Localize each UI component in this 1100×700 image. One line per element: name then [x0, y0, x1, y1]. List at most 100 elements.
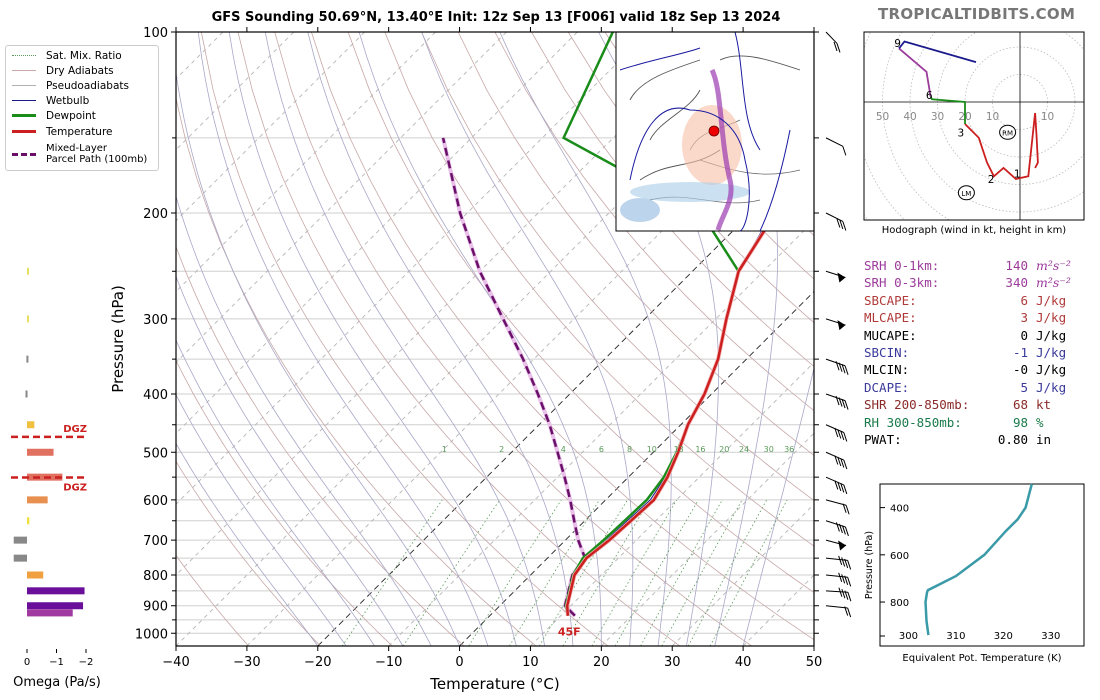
- temperature-line: [565, 149, 814, 616]
- dry-adiabat-line: [237, 32, 681, 646]
- mixing-ratio-line: [509, 499, 600, 646]
- dry-adiabat-line: [347, 32, 814, 594]
- stat-value: 0: [1020, 327, 1028, 343]
- dry-adiabat-line: [176, 245, 465, 646]
- barb-flag: [840, 430, 845, 441]
- wind-barb: [825, 587, 852, 602]
- barb-flag: [837, 456, 842, 467]
- mixing-ratio-label: 1: [442, 445, 447, 454]
- wind-barb: [825, 270, 846, 283]
- barb-flag: [842, 503, 847, 513]
- map-contour-purple: [709, 68, 734, 231]
- dry-adiabat-line: [200, 32, 609, 646]
- theta-e-x-tick-label: 320: [994, 631, 1013, 642]
- stat-sbcape: SBCAPE: 6 J/kg: [864, 292, 1071, 309]
- hodo-trace-6-9km: [898, 47, 932, 97]
- hodo-ring-label: 10: [1041, 111, 1054, 123]
- dry-adiabat-line: [176, 554, 249, 646]
- wind-barb: [825, 424, 848, 442]
- hodo-ring-label: 30: [931, 111, 944, 123]
- stat-value: 68: [1012, 397, 1028, 413]
- stat-shear-200-850: SHR 200-850mb: 68 kt: [864, 396, 1071, 413]
- legend-label: Dewpoint: [46, 109, 96, 122]
- barb-flag: [843, 484, 848, 495]
- stat-unit: %: [1036, 414, 1044, 430]
- stat-value: 3: [1020, 310, 1028, 326]
- stat-mucape: MUCAPE: 0 J/kg: [864, 327, 1071, 344]
- isotherm-line: [671, 503, 814, 646]
- mixing-ratio-line: [402, 499, 501, 646]
- dry-adiabat-line: [421, 32, 814, 501]
- y-tick-label: 300: [143, 313, 168, 328]
- hodo-trace-3-6km: [929, 96, 966, 124]
- wind-barb: [825, 520, 849, 537]
- barb-flag: [847, 592, 852, 602]
- stat-label: SRH 0-1km:: [864, 258, 940, 273]
- omega-axis-label: Omega (Pa/s): [13, 675, 101, 690]
- legend-label-line2: Parcel Path (100mb): [46, 154, 148, 165]
- isotherm-line: [176, 32, 507, 364]
- barb-shaft: [825, 31, 838, 44]
- legend-swatch: [12, 70, 36, 71]
- omega-bar: [27, 517, 30, 525]
- mixing-ratio-label: 24: [739, 445, 749, 454]
- barb-flag: [838, 587, 843, 597]
- y-tick-label: 800: [143, 569, 168, 584]
- mixing-ratio-line: [640, 499, 723, 646]
- parcel-path-halo: [441, 137, 588, 618]
- pseudo-adiabat-line: [307, 32, 574, 646]
- legend-item-temperature: Temperature: [12, 125, 113, 138]
- wind-barb: [825, 605, 852, 618]
- legend-label: Dry Adiabats: [46, 64, 114, 77]
- theta-e-y-tick-label: 600: [890, 551, 909, 562]
- barb-flag: [847, 607, 852, 618]
- stat-label: SHR 200-850mb:: [864, 397, 970, 413]
- barb-flag: [844, 590, 849, 600]
- legend-label: Pseudoadiabats: [46, 79, 129, 92]
- barb-flag: [847, 577, 852, 587]
- barb-flag: [843, 459, 848, 470]
- omega-bar: [27, 315, 29, 323]
- barb-flag: [834, 427, 839, 438]
- barb-shaft: [825, 590, 848, 593]
- stat-unit: m²s⁻²: [1036, 258, 1071, 273]
- legend-label: Mixed-Layer Parcel Path (100mb): [46, 143, 147, 165]
- hodo-ring-label: 50: [876, 111, 889, 123]
- wind-barb: [825, 318, 846, 331]
- pseudo-adiabat-line: [197, 32, 489, 646]
- mixing-ratio-label: 13: [674, 445, 684, 454]
- barb-flag: [843, 432, 848, 442]
- hodo-height-label: 3: [958, 127, 965, 139]
- theta-e-frame: [879, 483, 1085, 647]
- stat-unit: J/kg: [1036, 345, 1067, 361]
- hodo-ring: [864, 214, 869, 220]
- wind-barb: [825, 358, 849, 375]
- pseudo-adiabat-line: [714, 32, 779, 646]
- mixing-ratio-label: 4: [561, 445, 566, 454]
- barb-flag: [840, 458, 845, 468]
- y-axis-label: Pressure (hPa): [109, 285, 127, 393]
- barb-flag: [841, 574, 846, 584]
- dry-adiabat-line: [274, 32, 752, 646]
- stat-label: SRH 0-3km:: [864, 275, 940, 291]
- pseudo-adiabat-line: [598, 32, 719, 646]
- barb-flag: [841, 398, 846, 409]
- hodo-height-label: 6: [926, 90, 933, 102]
- wind-barb: [825, 539, 847, 551]
- mixing-ratio-label: 6: [599, 445, 604, 454]
- storm-motion-marker: [999, 124, 1017, 140]
- pseudo-adiabat-line: [264, 32, 545, 646]
- stat-value: 140: [1005, 258, 1028, 273]
- barb-flag: [833, 41, 838, 52]
- stat-label: SBCAPE:: [864, 292, 917, 308]
- map-coastline: [629, 55, 801, 181]
- storm-motion-label: RM: [1002, 129, 1013, 137]
- legend-label: Sat. Mix. Ratio: [46, 49, 122, 62]
- pseudo-adiabat-line: [176, 339, 375, 646]
- x-tick-label: 40: [735, 655, 752, 670]
- omega-bar: [27, 609, 73, 617]
- map-contour-blue: [619, 31, 791, 232]
- stat-unit: m²s⁻²: [1036, 275, 1071, 291]
- wind-barb: [825, 572, 852, 587]
- stat-dcape: DCAPE: 5 J/kg: [864, 379, 1071, 396]
